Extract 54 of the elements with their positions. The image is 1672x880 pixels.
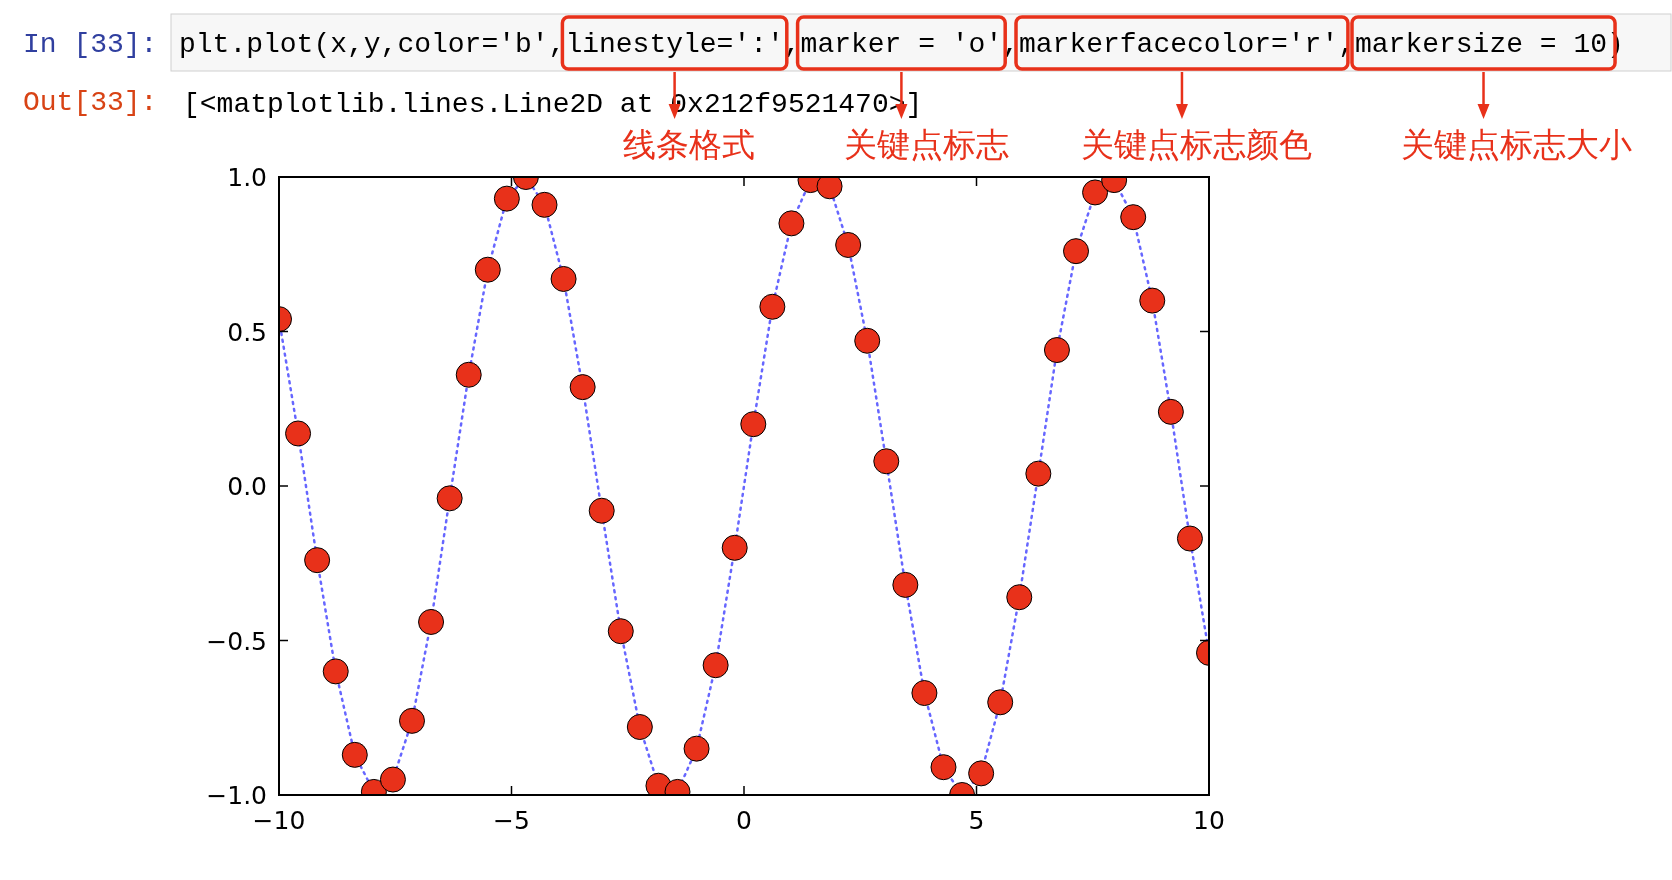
y-tick-label: −0.5 [206,626,267,656]
point [854,327,881,354]
point [588,497,615,524]
point [1139,287,1166,314]
point [455,361,482,388]
text: 关键点标志 [843,125,1009,164]
point [379,766,406,793]
point [1157,398,1184,425]
point [550,265,577,292]
x-tick-label: 5 [968,806,985,835]
point [892,571,919,598]
point [569,374,596,401]
point [418,608,445,635]
point [398,707,425,734]
x-tick-label: 0 [736,806,752,835]
point [322,658,349,685]
point [683,735,710,762]
y-tick-label: 0.5 [227,317,267,347]
point [911,680,938,707]
point [1082,179,1109,206]
point [987,689,1014,716]
point [436,485,463,512]
point [626,714,653,741]
text: 线条格式 [623,125,755,164]
point [968,760,995,787]
point [531,191,558,218]
y-tick-label: 1.0 [227,163,267,192]
point [740,411,767,438]
point [721,534,748,561]
point [1043,337,1070,364]
x-tick-label: −5 [493,806,530,835]
point [759,293,786,320]
point [285,420,312,447]
point [1025,460,1052,487]
text: 关键点标志颜色 [1080,125,1312,164]
point [930,754,957,781]
y-tick-label: 0.0 [227,472,267,501]
point [1120,204,1147,231]
point [304,547,331,574]
point [1176,525,1203,552]
point [1063,238,1090,265]
point [835,231,862,258]
point [873,448,900,475]
text: 关键点标志大小 [1400,125,1632,164]
point [341,741,368,768]
point [702,652,729,679]
point [493,185,520,212]
point [474,256,501,283]
point [607,618,634,645]
point [778,210,805,237]
x-tick-label: 10 [1193,806,1225,835]
text: Out[33]: [23,87,158,118]
point [1006,584,1033,611]
text: In [33]: [23,29,158,60]
